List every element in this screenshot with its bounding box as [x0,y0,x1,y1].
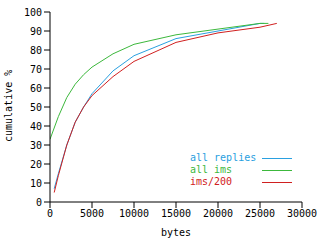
svg-text:25000: 25000 [245,208,275,219]
svg-text:30: 30 [30,140,42,151]
svg-text:0: 0 [47,208,53,219]
svg-text:50: 50 [30,102,42,113]
svg-text:100: 100 [24,7,42,18]
svg-text:cumulative %: cumulative % [8,70,14,142]
svg-text:20: 20 [30,159,42,170]
svg-text:60: 60 [30,83,42,94]
svg-text:0: 0 [36,197,42,208]
svg-text:80: 80 [30,45,42,56]
svg-text:90: 90 [30,26,42,37]
svg-text:70: 70 [30,64,42,75]
svg-text:10000: 10000 [119,208,149,219]
svg-text:20000: 20000 [203,208,233,219]
svg-text:10: 10 [30,178,42,189]
html-text:all replies: all replies [190,152,257,163]
svg-text:40: 40 [30,121,42,132]
html-text:ims/200: ims/200 [190,176,233,187]
svg-text:5000: 5000 [80,208,104,219]
html-text:all ims: all ims [190,164,233,175]
svg-text:15000: 15000 [161,208,191,219]
svg-text:30000: 30000 [287,208,312,219]
svg-text:bytes: bytes [161,227,191,238]
